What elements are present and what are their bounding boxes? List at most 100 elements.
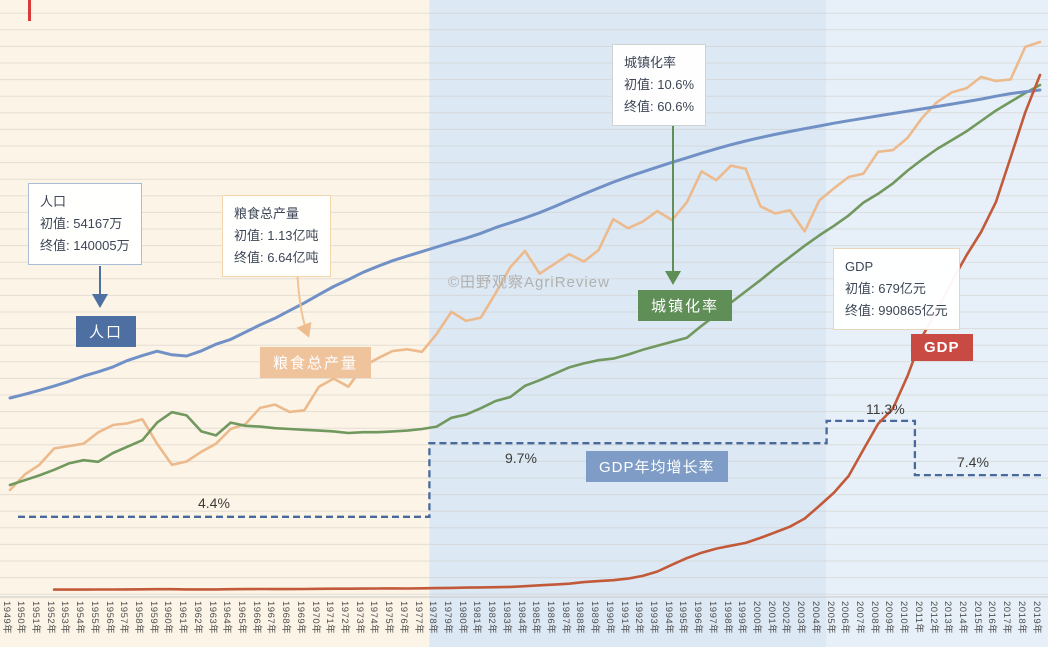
x-axis-tick: 1976年 bbox=[397, 601, 409, 635]
x-axis-tick: 2001年 bbox=[765, 601, 777, 635]
x-axis-tick: 1999年 bbox=[736, 601, 748, 635]
x-axis-tick: 1979年 bbox=[441, 601, 453, 635]
x-axis-tick: 2014年 bbox=[956, 601, 968, 635]
population-line bbox=[8, 88, 1042, 400]
grain-series-label: 粮食总产量 bbox=[260, 347, 372, 378]
x-axis-tick: 2009年 bbox=[883, 601, 895, 635]
population-annotation: 人口 初值: 54167万 终值: 140005万 bbox=[28, 183, 142, 266]
x-axis-tick: 2015年 bbox=[971, 601, 983, 635]
x-axis-tick: 2007年 bbox=[853, 601, 865, 635]
gdp-growth-rate-line bbox=[18, 419, 1041, 518]
population-annotation-title: 人口 bbox=[40, 194, 67, 209]
x-axis-tick: 1983年 bbox=[500, 601, 512, 635]
x-axis-tick: 1960年 bbox=[162, 601, 174, 635]
x-axis-tick: 1949年 bbox=[0, 601, 12, 635]
gdp-annotation-final: 终值: 990865亿元 bbox=[845, 303, 948, 319]
gdp-annotation-initial: 初值: 679亿元 bbox=[845, 281, 926, 297]
growth-rate-label-1: 4.4% bbox=[198, 495, 230, 511]
x-axis-tick: 1998年 bbox=[721, 601, 733, 635]
x-axis-tick: 1997年 bbox=[706, 601, 718, 635]
x-axis-tick: 1992年 bbox=[633, 601, 645, 635]
x-axis-tick: 1978年 bbox=[427, 601, 439, 635]
x-axis-tick: 1964年 bbox=[221, 601, 233, 635]
x-axis-tick: 1966年 bbox=[250, 601, 262, 635]
x-axis-tick: 1982年 bbox=[486, 601, 498, 635]
x-axis-tick: 2017年 bbox=[1001, 601, 1013, 635]
x-axis-tick: 2006年 bbox=[839, 601, 851, 635]
x-axis-tick: 1955年 bbox=[88, 601, 100, 635]
x-axis-tick: 1961年 bbox=[177, 601, 189, 635]
x-axis-tick: 1951年 bbox=[29, 601, 41, 635]
x-axis-tick: 1973年 bbox=[353, 601, 365, 635]
x-axis-tick: 1989年 bbox=[589, 601, 601, 635]
x-axis-tick: 1977年 bbox=[412, 601, 424, 635]
x-axis-tick: 1985年 bbox=[530, 601, 542, 635]
x-axis-tick: 1962年 bbox=[191, 601, 203, 635]
urbanization-annotation-final: 终值: 60.6% bbox=[624, 99, 695, 115]
gdp-growth-series-label: GDP年均增长率 bbox=[586, 451, 728, 482]
grain-annotation: 粮食总产量 初值: 1.13亿吨 终值: 6.64亿吨 bbox=[222, 195, 331, 278]
x-axis-tick: 1968年 bbox=[280, 601, 292, 635]
urbanization-series-label: 城镇化率 bbox=[638, 290, 733, 321]
x-axis-tick: 1975年 bbox=[383, 601, 395, 635]
grain-annotation-final: 终值: 6.64亿吨 bbox=[234, 250, 319, 266]
population-annotation-initial: 初值: 54167万 bbox=[40, 216, 123, 232]
urban-line bbox=[8, 83, 1042, 487]
x-axis-tick: 2012年 bbox=[927, 601, 939, 635]
x-axis-tick: 1969年 bbox=[294, 601, 306, 635]
x-axis-tick: 1957年 bbox=[118, 601, 130, 635]
x-axis-tick: 1981年 bbox=[471, 601, 483, 635]
x-axis-tick: 1963年 bbox=[206, 601, 218, 635]
urbanization-annotation: 城镇化率 初值: 10.6% 终值: 60.6% bbox=[612, 44, 707, 127]
x-axis-tick: 1953年 bbox=[59, 601, 71, 635]
x-axis: 1949年 1950年 1951年 1952年 1953年 1954年 1955年 1956年… bbox=[0, 599, 1048, 647]
x-axis-tick: 1971年 bbox=[324, 601, 336, 635]
x-axis-tick: 2005年 bbox=[824, 601, 836, 635]
x-axis-tick: 1958年 bbox=[132, 601, 144, 635]
x-axis-tick: 1986年 bbox=[544, 601, 556, 635]
x-axis-tick: 1956年 bbox=[103, 601, 115, 635]
era-band-1 bbox=[0, 0, 430, 647]
population-annotation-final: 终值: 140005万 bbox=[40, 238, 130, 254]
x-axis-tick: 2000年 bbox=[750, 601, 762, 635]
x-axis-tick: 1972年 bbox=[338, 601, 350, 635]
x-axis-tick: 1970年 bbox=[309, 601, 321, 635]
x-axis-tick: 2011年 bbox=[912, 601, 924, 634]
growth-rate-label-3: 11.3% bbox=[866, 401, 905, 417]
x-axis-tick: 2004年 bbox=[809, 601, 821, 635]
growth-rate-label-2: 9.7% bbox=[505, 450, 537, 466]
x-axis-tick: 1987年 bbox=[559, 601, 571, 635]
population-series-label: 人口 bbox=[76, 316, 137, 347]
urbanization-annotation-title: 城镇化率 bbox=[624, 55, 677, 70]
watermark: ©田野观察AgriReview bbox=[448, 274, 610, 291]
grain-line bbox=[8, 40, 1042, 492]
x-axis-tick: 1950年 bbox=[15, 601, 27, 635]
x-axis-tick: 2003年 bbox=[795, 601, 807, 635]
growth-rate-label-4: 7.4% bbox=[957, 454, 989, 470]
x-axis-tick: 2010年 bbox=[898, 601, 910, 635]
x-axis-tick: 1974年 bbox=[368, 601, 380, 635]
x-axis-tick: 1990年 bbox=[603, 601, 615, 635]
gdp-annotation: GDP 初值: 679亿元 终值: 990865亿元 bbox=[833, 248, 960, 331]
x-axis-tick: 1967年 bbox=[265, 601, 277, 635]
x-axis-tick: 1996年 bbox=[692, 601, 704, 635]
x-axis-tick: 1988年 bbox=[574, 601, 586, 635]
x-axis-tick: 1993年 bbox=[647, 601, 659, 635]
x-axis-tick: 1991年 bbox=[618, 601, 630, 635]
gdp-series-label: GDP bbox=[911, 334, 973, 361]
x-axis-tick: 1980年 bbox=[456, 601, 468, 635]
x-axis-tick: 1984年 bbox=[515, 601, 527, 635]
x-axis-tick: 1959年 bbox=[147, 601, 159, 635]
x-axis-tick: 1952年 bbox=[44, 601, 56, 635]
x-axis-tick: 2013年 bbox=[942, 601, 954, 635]
x-axis-tick: 2008年 bbox=[868, 601, 880, 635]
x-axis-tick: 2016年 bbox=[986, 601, 998, 635]
x-axis-tick: 2019年 bbox=[1030, 601, 1042, 635]
gdp-line bbox=[52, 73, 1042, 591]
red-marker bbox=[28, 0, 31, 21]
urbanization-annotation-initial: 初值: 10.6% bbox=[624, 77, 695, 93]
x-axis-tick: 2018年 bbox=[1015, 601, 1027, 635]
x-axis-tick: 1965年 bbox=[235, 601, 247, 635]
x-axis-tick: 1954年 bbox=[74, 601, 86, 635]
